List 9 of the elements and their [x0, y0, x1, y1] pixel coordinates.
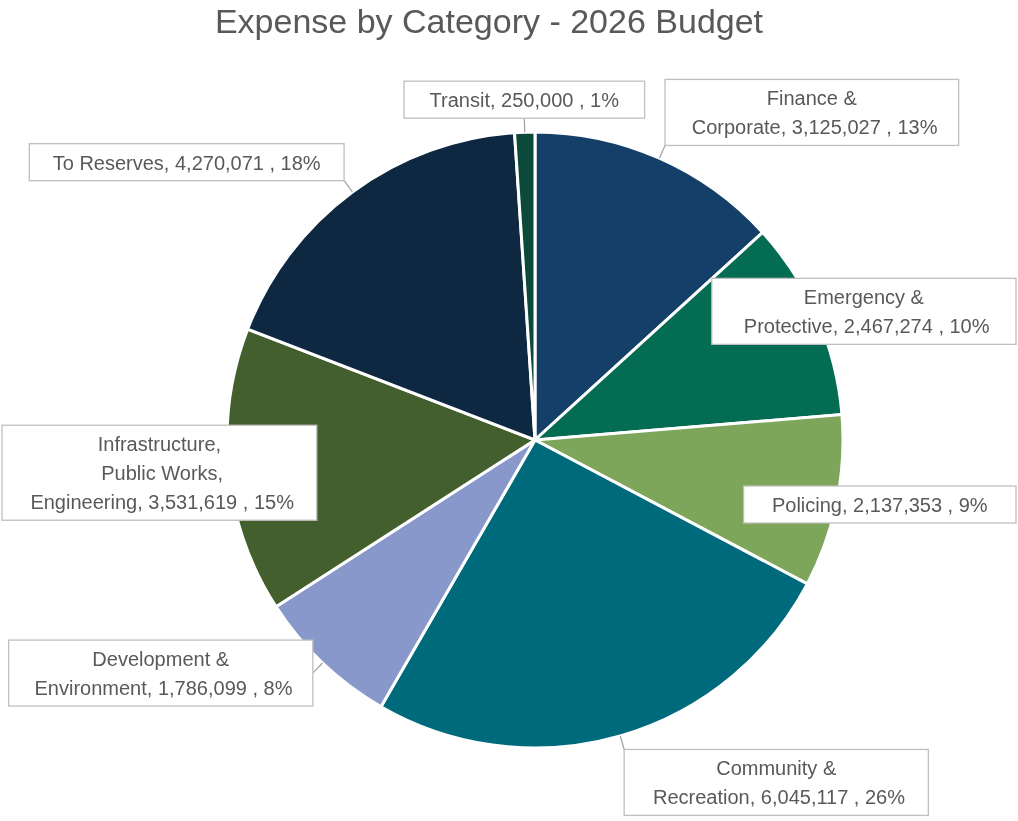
slice-label: Finance & Corporate, 3,125,027 , 13% — [686, 87, 938, 139]
slice-label: Infrastructure, Public Works, Engineering, 3,531,619 , 15% — [24, 433, 295, 514]
slice-label: Policing, 2,137,353 , 9% — [771, 493, 988, 516]
slice-label: Transit, 250,000 , 1% — [429, 89, 620, 112]
chart-title: Expense by Category - 2026 Budget — [213, 2, 765, 41]
slice-label: Development & Environment, 1,786,099 , 8% — [28, 648, 293, 700]
slice-label: To Reserves, 4,270,071 , 18% — [52, 151, 321, 174]
slice-label: Emergency & Protective, 2,467,274 , 10% — [738, 286, 990, 338]
slice-label: Community & Recreation, 6,045,117 , 26% — [647, 757, 906, 809]
